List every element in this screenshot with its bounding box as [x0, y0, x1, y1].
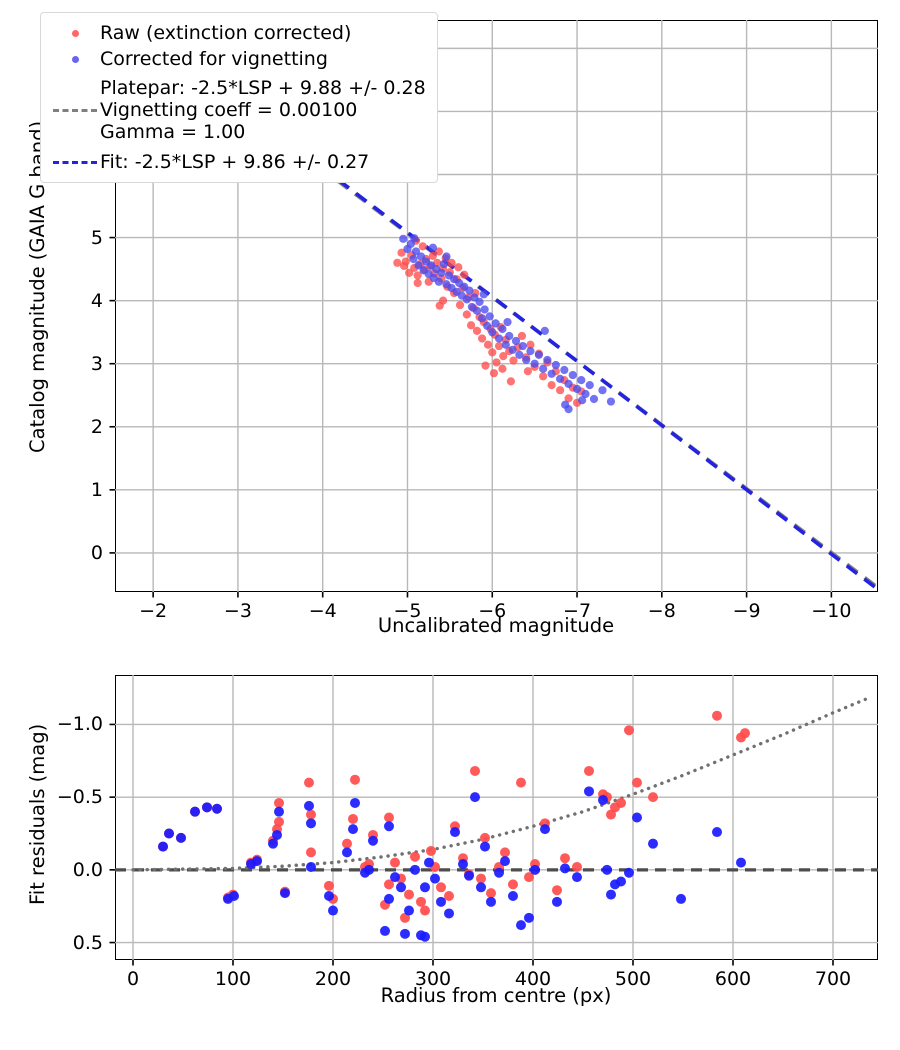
legend-marker-corrected-icon [50, 55, 100, 63]
legend-label-vignetting: Vignetting coeff = 0.00100 [100, 99, 358, 121]
x-tick-label: 600 [714, 968, 752, 990]
legend-label-platepar: Platepar: -2.5*LSP + 9.88 +/- 0.28 [100, 77, 426, 99]
x-tick-label: −5 [393, 600, 422, 622]
y-tick-label: 0 [90, 541, 103, 564]
x-tick-label: −10 [811, 600, 852, 622]
legend-line-platepar-icon [50, 109, 100, 112]
x-tick-label: −8 [647, 600, 676, 622]
x-tick-label: −3 [223, 600, 252, 622]
x-tick-label: −9 [732, 600, 761, 622]
y-tick-label: 4 [90, 289, 103, 312]
y-tick-label: 0.5 [72, 931, 103, 954]
legend-label-fit: Fit: -2.5*LSP + 9.86 +/- 0.27 [100, 150, 370, 173]
x-tick-label: 400 [514, 968, 552, 990]
plot-legend: Raw (extinction corrected) Corrected for… [40, 12, 438, 183]
legend-line-fit-icon [50, 160, 100, 164]
legend-label-corrected: Corrected for vignetting [100, 47, 328, 70]
legend-label-gamma: Gamma = 1.00 [100, 121, 246, 143]
x-tick-label: 300 [414, 968, 452, 990]
x-tick-label: −6 [478, 600, 507, 622]
bottom-y-axis-title: Fit residuals (mag) [26, 723, 49, 905]
bottom-plot-area [115, 675, 878, 960]
x-tick-label: 100 [214, 968, 252, 990]
legend-item-raw: Raw (extinction corrected) [50, 20, 426, 46]
legend-item-fit: Fit: -2.5*LSP + 9.86 +/- 0.27 [50, 149, 426, 175]
y-tick-label: −0.5 [56, 786, 103, 809]
legend-item-platepar: Platepar: -2.5*LSP + 9.88 +/- 0.28 Vigne… [50, 72, 426, 149]
y-tick-label: −1.0 [56, 713, 103, 736]
top-plot-svg [109, 20, 880, 598]
magnitude-calibration-panel [109, 20, 880, 598]
x-tick-label: 0 [126, 968, 140, 990]
top-x-axis-title: Uncalibrated magnitude [377, 614, 615, 637]
legend-item-corrected: Corrected for vignetting [50, 46, 426, 72]
x-tick-label: −2 [139, 600, 168, 622]
legend-marker-raw-icon [50, 29, 100, 37]
y-tick-label: 2 [90, 415, 103, 438]
x-tick-label: 500 [614, 968, 652, 990]
bottom-plot-svg [109, 675, 878, 966]
bottom-x-axis-title: Radius from centre (px) [380, 984, 612, 1007]
legend-label-raw: Raw (extinction corrected) [100, 21, 352, 44]
fit-residuals-panel [109, 675, 878, 966]
x-tick-label: 700 [814, 968, 852, 990]
x-tick-label: −4 [308, 600, 337, 622]
y-tick-label: 5 [90, 226, 103, 249]
y-tick-label: 3 [90, 352, 103, 375]
y-tick-label: 1 [90, 478, 103, 501]
y-tick-label: 0.0 [72, 858, 103, 881]
x-tick-label: −7 [563, 600, 592, 622]
x-tick-label: 200 [314, 968, 352, 990]
